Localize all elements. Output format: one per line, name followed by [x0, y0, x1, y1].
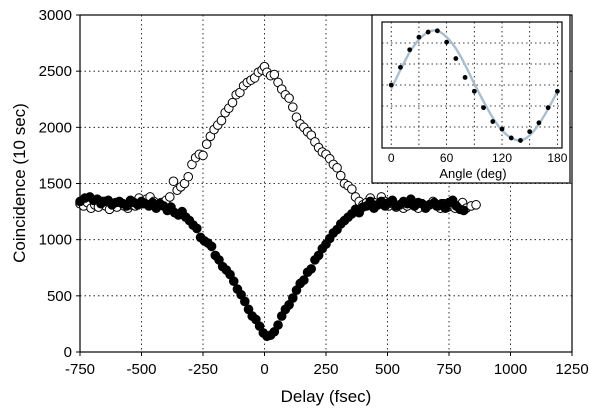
- open-circle-point: [183, 171, 194, 182]
- inset-data-point: [398, 64, 403, 70]
- main-y-tick-label: 500: [47, 288, 72, 305]
- inset-data-point: [536, 120, 542, 126]
- main-x-axis-title: Delay (fsec): [281, 387, 372, 406]
- inset-x-axis-title: Angle (deg): [439, 166, 506, 181]
- inset-chart: 0 60 120 180 Angle (deg): [371, 14, 571, 184]
- main-x-tick-label: -500: [126, 361, 156, 378]
- inset-data-point: [462, 75, 468, 80]
- main-x-tick-label: 250: [313, 361, 338, 378]
- inset-x-tick-label: 60: [440, 151, 454, 165]
- main-y-tick-label: 0: [64, 344, 72, 361]
- inset-outer-border: [371, 14, 571, 184]
- inset-series: [388, 28, 560, 143]
- main-x-tick-label: 500: [375, 361, 400, 378]
- inset-data-point: [545, 105, 551, 111]
- filled-circle-point: [240, 296, 250, 307]
- inset-data-point: [416, 34, 422, 40]
- open-circle-point: [471, 200, 481, 210]
- inset-data-point: [499, 126, 505, 132]
- open-circle-point: [269, 69, 280, 80]
- main-y-tick-label: 3000: [39, 7, 72, 24]
- main-series: [75, 61, 481, 342]
- inset-data-point: [554, 88, 560, 94]
- main-x-tick-label: 0: [260, 361, 268, 378]
- filled-circle-point: [192, 223, 202, 234]
- open-circle-point: [201, 139, 212, 149]
- inset-data-point: [471, 88, 477, 94]
- open-circle-point: [284, 93, 294, 103]
- inset-data-point: [453, 56, 459, 61]
- inset-data-point: [490, 119, 496, 124]
- main-y-tick-label: 2000: [39, 119, 72, 136]
- open-circle-point: [347, 184, 357, 194]
- main-x-tick-labels: -750 -500 -250 0 250 500 750 1000 1250: [65, 352, 589, 378]
- open-circle-point: [164, 192, 175, 202]
- inset-data-point: [425, 29, 431, 35]
- open-circle-point: [287, 102, 298, 112]
- inset-data-point: [508, 135, 514, 141]
- inset-fit-curve: [390, 29, 559, 142]
- main-y-tick-label: 1500: [39, 176, 72, 193]
- main-x-tick-label: 1000: [494, 361, 527, 378]
- open-circle-point: [216, 115, 227, 126]
- inset-x-tick-label: 0: [388, 151, 395, 165]
- main-y-axis-title: Coincidence (10 sec): [10, 103, 29, 263]
- filled-circle-point: [228, 276, 239, 287]
- inset-x-tick-label: 180: [547, 151, 567, 165]
- inset-data-point: [518, 138, 523, 143]
- open-circle-point: [335, 170, 346, 181]
- main-y-tick-labels: 0 500 1000 1500 2000 2500 3000: [39, 7, 80, 361]
- inset-data-point: [527, 129, 533, 135]
- inset-data-point: [444, 39, 450, 45]
- inset-data-point: [407, 47, 413, 53]
- filled-circle-point: [206, 241, 217, 252]
- filled-circle-point: [306, 264, 317, 274]
- filled-circle-point: [287, 293, 298, 303]
- main-x-tick-label: -250: [188, 361, 218, 378]
- open-circle-point: [198, 150, 208, 161]
- main-x-tick-label: 750: [436, 361, 461, 378]
- inset-x-tick-label: 120: [492, 151, 512, 165]
- filled-circle-point: [273, 320, 283, 330]
- main-y-tick-label: 2500: [39, 63, 72, 80]
- inset-plot-frame: [381, 21, 563, 149]
- inset-x-tick-labels: 0 60 120 180: [388, 151, 568, 165]
- open-circle-point: [227, 97, 238, 108]
- inset-background: [372, 15, 570, 183]
- filled-circle-point: [299, 275, 309, 285]
- inset-data-point: [434, 28, 440, 34]
- inset-data-point: [481, 105, 486, 111]
- main-x-tick-label: -750: [65, 361, 95, 378]
- main-x-tick-label: 1250: [555, 361, 588, 378]
- inset-data-point: [388, 82, 394, 88]
- filled-circle-point: [458, 205, 469, 216]
- open-circle-point: [332, 162, 342, 173]
- main-y-tick-label: 1000: [39, 232, 72, 249]
- open-circle-point: [168, 176, 179, 187]
